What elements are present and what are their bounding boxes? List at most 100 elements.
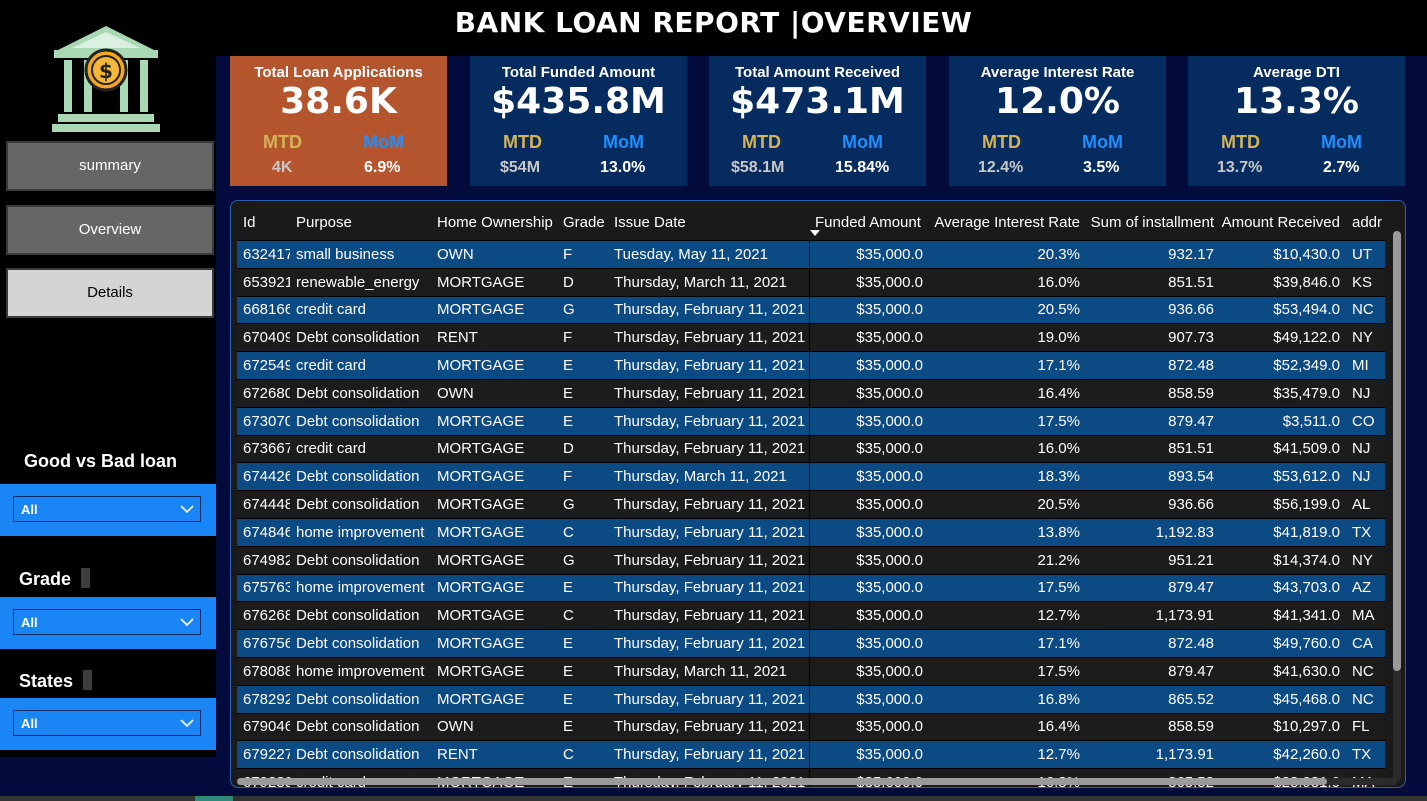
kpi-card-average-dti: Average DTI 13.3% MTD MoM 13.7% 2.7% xyxy=(1188,56,1405,186)
kpi-title: Total Loan Applications xyxy=(254,64,423,81)
table-cell: $52,349.0 xyxy=(1220,351,1346,380)
table-row[interactable]: 668166 credit card MORTGAGE G Thursday, Febr… xyxy=(237,295,1385,324)
table-row[interactable]: 653921 renewable_energy MORTGAGE D Thursday,… xyxy=(237,267,1385,297)
column-header[interactable]: Purpose xyxy=(290,204,431,241)
table-cell: credit card xyxy=(290,295,431,324)
taskbar-active-indicator xyxy=(195,796,233,801)
grade-dropdown[interactable]: All xyxy=(13,609,201,635)
table-cell: 12.7% xyxy=(929,601,1086,630)
table-cell: RENT xyxy=(431,323,557,352)
table-cell: 936.66 xyxy=(1086,490,1220,519)
horizontal-scroll-thumb[interactable] xyxy=(237,778,1327,785)
bank-dollar-icon: $ xyxy=(52,26,160,132)
column-header[interactable]: Funded Amount xyxy=(809,204,929,241)
vertical-scrollbar[interactable] xyxy=(1393,231,1401,781)
table-cell: Thursday, February 11, 2021 xyxy=(608,406,809,436)
column-header[interactable]: Sum of installment xyxy=(1086,204,1220,241)
column-header[interactable]: Home Ownership xyxy=(431,204,557,241)
loan-details-table: Id Purpose Home Ownership Grade Issue Date Fu… xyxy=(230,200,1406,788)
table-cell: 20.5% xyxy=(929,295,1086,324)
column-header[interactable]: Average Interest Rate xyxy=(929,204,1086,241)
table-cell: NJ xyxy=(1346,462,1385,491)
column-header[interactable]: Id xyxy=(237,204,290,241)
table-cell: MA xyxy=(1346,601,1385,630)
kpi-mom-value: 6.9% xyxy=(364,159,401,176)
table-cell: NY xyxy=(1346,545,1385,575)
table-cell: AZ xyxy=(1346,573,1385,602)
column-header-label: Funded Amount xyxy=(815,213,921,231)
vertical-scroll-thumb[interactable] xyxy=(1393,231,1401,671)
table-cell: E xyxy=(557,629,608,658)
table-cell: Tuesday, May 11, 2021 xyxy=(608,240,809,269)
table-cell: Debt consolidation xyxy=(290,684,431,714)
table-cell: 678292 xyxy=(237,684,290,714)
good-bad-value: All xyxy=(21,502,38,517)
table-cell: MORTGAGE xyxy=(431,684,557,714)
table-cell: NC xyxy=(1346,656,1385,686)
table-cell: E xyxy=(557,684,608,714)
table-cell: MORTGAGE xyxy=(431,267,557,297)
table-row[interactable]: 672680 Debt consolidation OWN E Thursday, Fe… xyxy=(237,378,1385,408)
table-cell: Debt consolidation xyxy=(290,406,431,436)
kpi-mtd-label: MTD xyxy=(1221,132,1260,152)
kpi-mom-label: MoM xyxy=(1082,132,1123,152)
table-cell: FL xyxy=(1346,712,1385,741)
table-cell: E xyxy=(557,351,608,380)
table-cell: Thursday, February 11, 2021 xyxy=(608,517,809,547)
table-row[interactable]: 673070 Debt consolidation MORTGAGE E Thursda… xyxy=(237,406,1385,436)
table-cell: 18.3% xyxy=(929,462,1086,491)
table-cell: E xyxy=(557,573,608,602)
nav-details-button[interactable]: Details xyxy=(6,268,214,318)
table-row[interactable]: 673667 credit card MORTGAGE D Thursday, Febr… xyxy=(237,434,1385,463)
table-row[interactable]: 674426 Debt consolidation MORTGAGE F Thursda… xyxy=(237,462,1385,491)
table-cell: MORTGAGE xyxy=(431,629,557,658)
column-header[interactable]: addr xyxy=(1346,204,1385,241)
column-header-label: addr xyxy=(1352,213,1383,231)
table-cell: $35,000.0 xyxy=(808,517,929,547)
table-cell: 16.4% xyxy=(929,712,1086,741)
table-cell: $10,297.0 xyxy=(1220,712,1346,741)
table-row[interactable]: 678088 home improvement MORTGAGE E Thursday,… xyxy=(237,656,1385,686)
horizontal-scrollbar[interactable] xyxy=(237,778,1397,785)
table-cell: MORTGAGE xyxy=(431,490,557,519)
sort-descending-icon[interactable] xyxy=(810,230,820,236)
table-cell: Thursday, February 11, 2021 xyxy=(608,740,809,769)
table-row[interactable]: 672549 credit card MORTGAGE E Thursday, Febr… xyxy=(237,351,1385,380)
kpi-title: Total Funded Amount xyxy=(501,64,656,81)
table-cell: 679227 xyxy=(237,740,290,769)
table-row[interactable]: 670409 Debt consolidation RENT F Thursday, F… xyxy=(237,323,1385,352)
table-row[interactable]: 674846 home improvement MORTGAGE C Thursday,… xyxy=(237,517,1385,547)
table-row[interactable]: 676268 Debt consolidation MORTGAGE C Thursda… xyxy=(237,601,1385,630)
grade-filter-marker xyxy=(81,568,91,588)
good-bad-dropdown[interactable]: All xyxy=(13,496,201,522)
table-cell: C xyxy=(557,517,608,547)
table-row[interactable]: 674982 Debt consolidation MORTGAGE G Thursda… xyxy=(237,545,1385,575)
table-cell: KS xyxy=(1346,267,1385,297)
table-cell: 670409 xyxy=(237,323,290,352)
kpi-title: Average DTI xyxy=(1253,64,1340,81)
table-row[interactable]: 679227 Debt consolidation RENT C Thursday, F… xyxy=(237,740,1385,769)
table-row[interactable]: 676756 Debt consolidation MORTGAGE E Thursda… xyxy=(237,629,1385,658)
kpi-card-total-funded-amount: Total Funded Amount $435.8M MTD MoM $54M… xyxy=(470,56,687,186)
column-header[interactable]: Amount Received xyxy=(1220,204,1346,241)
table-cell: E xyxy=(557,406,608,436)
table-row[interactable]: 678292 Debt consolidation MORTGAGE E Thursda… xyxy=(237,684,1385,714)
states-dropdown[interactable]: All xyxy=(13,710,201,736)
table-cell: 673070 xyxy=(237,406,290,436)
column-header-label: Home Ownership xyxy=(437,213,553,231)
nav-summary-button[interactable]: summary xyxy=(6,141,214,191)
table-cell: Debt consolidation xyxy=(290,462,431,491)
column-header[interactable]: Grade xyxy=(557,204,608,241)
table-cell: $35,000.0 xyxy=(808,267,929,297)
kpi-value: 38.6K xyxy=(280,81,397,122)
kpi-card-average-interest-rate: Average Interest Rate 12.0% MTD MoM 12.4… xyxy=(949,56,1166,186)
table-row[interactable]: 675763 home improvement MORTGAGE E Thursday,… xyxy=(237,573,1385,602)
column-header[interactable]: Issue Date xyxy=(608,204,809,241)
table-cell: 951.21 xyxy=(1086,545,1220,575)
table-cell: $45,468.0 xyxy=(1220,684,1346,714)
table-row[interactable]: 674448 Debt consolidation MORTGAGE G Thursda… xyxy=(237,490,1385,519)
table-row[interactable]: 679046 Debt consolidation OWN E Thursday, Fe… xyxy=(237,712,1385,741)
table-cell: $39,846.0 xyxy=(1220,267,1346,297)
table-row[interactable]: 632417 small business OWN F Tuesday, May 11,… xyxy=(237,240,1385,269)
nav-overview-button[interactable]: Overview xyxy=(6,205,214,255)
